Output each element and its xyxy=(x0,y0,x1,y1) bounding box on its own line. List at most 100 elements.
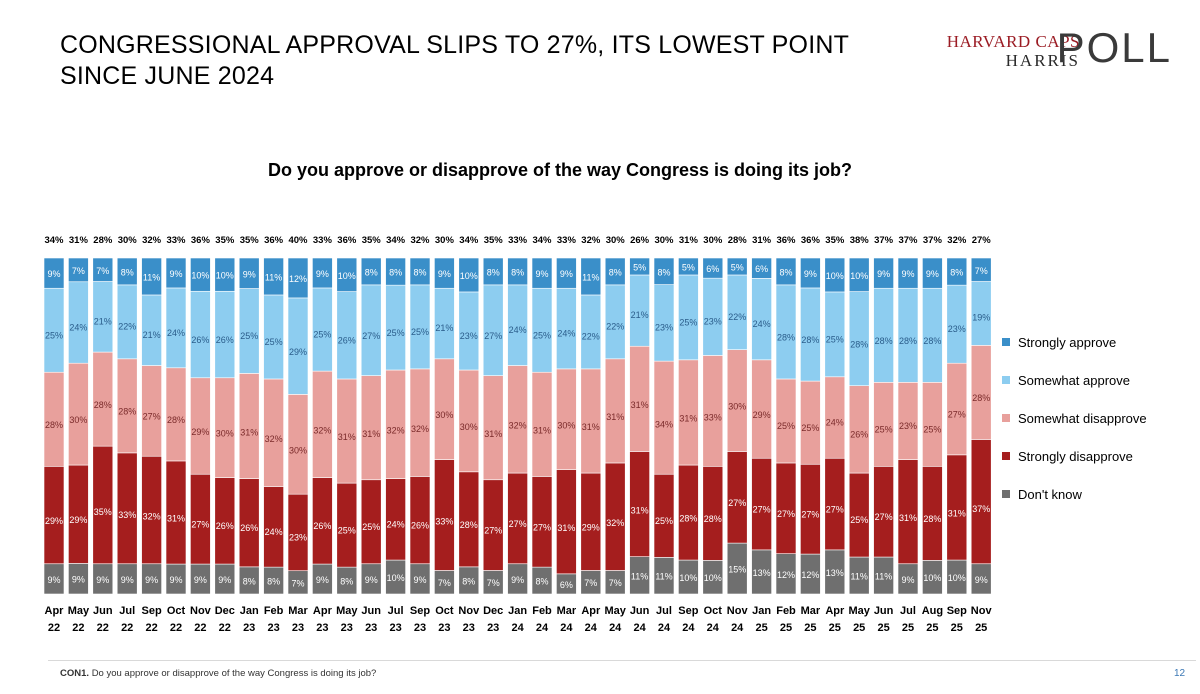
data-label-strongly_approve: 7% xyxy=(96,266,109,276)
data-label-strongly_approve: 11% xyxy=(265,272,282,282)
bar-segment-strongly_disapprove xyxy=(141,455,162,565)
bar-segment-somewhat_disapprove xyxy=(604,358,626,464)
data-label-strongly_disapprove: 27% xyxy=(191,520,209,530)
total-approve-label: 33% xyxy=(508,235,528,246)
x-tick-month-label: Oct xyxy=(167,605,186,617)
legend-item: Strongly disapprove xyxy=(1002,446,1147,466)
x-tick-month-label: Dec xyxy=(215,605,235,617)
data-label-strongly_disapprove: 28% xyxy=(679,513,697,523)
data-label-somewhat_disapprove: 30% xyxy=(435,410,453,420)
data-label-strongly_approve: 10% xyxy=(338,271,356,281)
x-tick-year-label: 23 xyxy=(316,622,328,634)
page-number: 12 xyxy=(1174,668,1186,679)
data-label-strongly_disapprove: 32% xyxy=(606,518,624,528)
page-title: CONGRESSIONAL APPROVAL SLIPS TO 27%, ITS… xyxy=(60,30,880,92)
x-tick-month-label: Jul xyxy=(119,605,135,617)
x-tick-month-label: Jan xyxy=(752,605,771,617)
data-label-somewhat_approve: 25% xyxy=(45,330,63,340)
data-label-strongly_approve: 8% xyxy=(609,267,622,277)
data-label-strongly_disapprove: 26% xyxy=(216,521,234,531)
data-label-somewhat_approve: 24% xyxy=(557,329,575,339)
data-label-strongly_approve: 5% xyxy=(682,262,695,272)
x-tick-year-label: 25 xyxy=(877,622,889,634)
bar-segment-somewhat_disapprove xyxy=(678,359,699,466)
bar-segment-strongly_approve xyxy=(385,257,406,286)
x-tick-month-label: Jul xyxy=(388,605,404,617)
data-label-dont_know: 9% xyxy=(169,575,182,585)
data-label-dont_know: 9% xyxy=(316,575,329,585)
bar-segment-strongly_approve xyxy=(68,257,89,283)
data-label-dont_know: 13% xyxy=(826,568,844,578)
logo-text-harris: HARRIS xyxy=(1005,51,1080,70)
data-label-somewhat_approve: 23% xyxy=(655,323,673,333)
x-tick-month-label: Oct xyxy=(435,605,454,617)
data-label-strongly_disapprove: 24% xyxy=(387,519,405,529)
bar-segment-somewhat_disapprove xyxy=(482,375,504,481)
bar-segment-strongly_approve xyxy=(409,257,431,286)
legend-item: Somewhat disapprove xyxy=(1002,408,1147,428)
title-line-2: SINCE JUNE 2024 xyxy=(60,62,275,90)
bar-segment-strongly_approve xyxy=(702,257,724,279)
data-label-somewhat_disapprove: 32% xyxy=(387,426,405,436)
x-tick-year-label: 22 xyxy=(97,622,109,634)
data-label-strongly_approve: 8% xyxy=(779,267,792,277)
data-label-strongly_approve: 9% xyxy=(535,269,548,279)
title-line-1: CONGRESSIONAL APPROVAL SLIPS TO 27%, ITS… xyxy=(60,31,850,59)
bar-segment-strongly_approve xyxy=(629,257,650,276)
bar-segment-strongly_approve xyxy=(726,257,748,276)
x-tick-month-label: Oct xyxy=(704,605,723,617)
total-approve-label: 35% xyxy=(484,235,504,246)
data-label-strongly_disapprove: 25% xyxy=(850,515,868,525)
data-label-somewhat_disapprove: 27% xyxy=(948,410,966,420)
data-label-somewhat_approve: 26% xyxy=(216,335,234,345)
bar-segment-somewhat_disapprove xyxy=(312,370,333,478)
data-label-somewhat_disapprove: 30% xyxy=(728,402,746,412)
x-tick-year-label: 23 xyxy=(463,622,475,634)
data-label-dont_know: 9% xyxy=(145,575,158,585)
data-label-strongly_approve: 11% xyxy=(143,272,160,282)
data-label-somewhat_disapprove: 28% xyxy=(118,407,136,417)
data-label-dont_know: 9% xyxy=(511,575,524,585)
data-label-somewhat_disapprove: 33% xyxy=(704,412,722,422)
total-approve-label: 31% xyxy=(69,235,89,246)
total-approve-label: 30% xyxy=(118,235,138,246)
x-tick-year-label: 22 xyxy=(219,622,231,634)
total-approve-label: 31% xyxy=(752,235,772,246)
x-tick-year-label: 23 xyxy=(267,622,279,634)
data-label-strongly_disapprove: 27% xyxy=(484,526,502,536)
data-label-dont_know: 9% xyxy=(901,575,914,585)
data-label-somewhat_approve: 28% xyxy=(850,339,868,349)
data-label-somewhat_approve: 25% xyxy=(826,335,844,345)
bar-segment-strongly_approve xyxy=(141,257,162,296)
total-approve-label: 30% xyxy=(606,235,626,246)
data-label-dont_know: 8% xyxy=(267,577,280,587)
x-tick-year-label: 24 xyxy=(560,622,573,634)
bar-segment-strongly_approve xyxy=(43,257,65,289)
total-approve-label: 37% xyxy=(898,235,918,246)
logo-text-poll: POLL xyxy=(1056,24,1172,71)
data-label-somewhat_approve: 21% xyxy=(143,330,161,340)
data-label-somewhat_approve: 22% xyxy=(118,322,136,332)
data-label-strongly_approve: 6% xyxy=(706,264,719,274)
bar-segment-strongly_approve xyxy=(92,257,114,282)
x-tick-month-label: Apr xyxy=(581,605,601,617)
x-tick-month-label: Jul xyxy=(656,605,672,617)
data-label-strongly_approve: 9% xyxy=(169,269,182,279)
data-label-dont_know: 9% xyxy=(96,575,109,585)
bar-segment-somewhat_disapprove xyxy=(702,355,724,467)
x-tick-month-label: Dec xyxy=(483,605,503,617)
x-tick-month-label: Jun xyxy=(630,605,650,617)
data-label-somewhat_approve: 23% xyxy=(948,324,966,334)
x-tick-year-label: 24 xyxy=(536,622,549,634)
legend-item: Somewhat approve xyxy=(1002,370,1147,390)
total-approve-label: 35% xyxy=(825,235,845,246)
x-tick-year-label: 23 xyxy=(365,622,377,634)
x-tick-month-label: Jun xyxy=(361,605,381,617)
data-label-strongly_disapprove: 37% xyxy=(972,504,990,514)
bar-segment-strongly_approve xyxy=(751,257,772,279)
data-label-strongly_approve: 8% xyxy=(121,267,134,277)
data-label-somewhat_approve: 27% xyxy=(362,331,380,341)
x-tick-month-label: Nov xyxy=(458,605,480,617)
x-tick-month-label: Nov xyxy=(727,605,749,617)
